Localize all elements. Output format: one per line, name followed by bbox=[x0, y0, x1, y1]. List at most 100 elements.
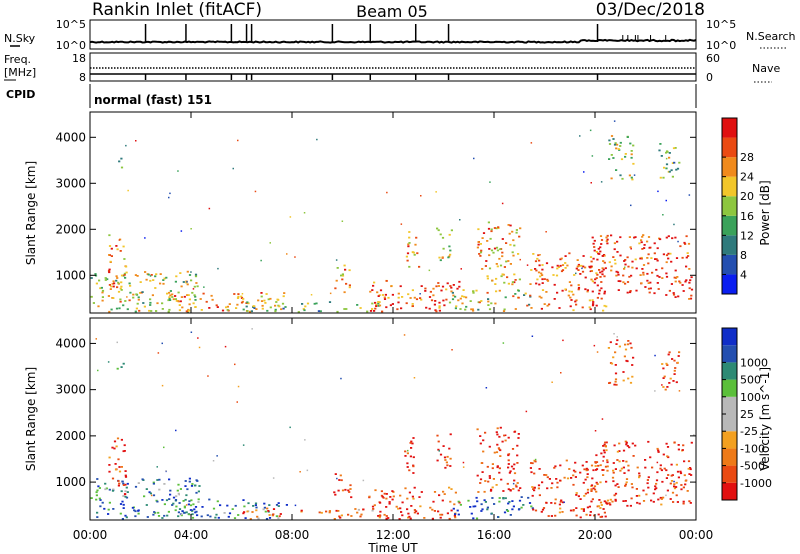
velocity-region-8 bbox=[436, 433, 452, 469]
freq-right-tick-low: 0 bbox=[706, 71, 713, 84]
velocity-ytick-2: 3000 bbox=[55, 383, 86, 397]
power-region-2 bbox=[118, 157, 124, 169]
velocity-region-12 bbox=[590, 440, 693, 507]
power-echo-field bbox=[90, 120, 694, 313]
velocity-colorbar-swatch-8 bbox=[722, 345, 737, 363]
power-colorbar-label: Power [dB] bbox=[758, 180, 772, 245]
noise-right-tick-high: 10^5 bbox=[706, 18, 736, 31]
power-region-11 bbox=[529, 252, 608, 312]
power-panel-frame bbox=[89, 111, 697, 314]
velocity-colorbar-tick-4: 25 bbox=[740, 408, 754, 421]
power-region-1 bbox=[107, 234, 128, 291]
velocity-colorbar-tick-6: 500 bbox=[740, 374, 761, 387]
power-region-9 bbox=[448, 289, 532, 312]
power-ylabel: Slant Range [km] bbox=[24, 161, 38, 265]
power-ytick-0: 1000 bbox=[55, 268, 86, 282]
velocity-colorbar-tick-5: 100 bbox=[740, 391, 761, 404]
velocity-ytick-3: 4000 bbox=[55, 336, 86, 350]
power-colorbar-tick-0: 4 bbox=[740, 268, 747, 281]
cpid-mode-text: normal (fast) 151 bbox=[94, 93, 212, 107]
velocity-axis: 1000 2000 3000 4000 bbox=[55, 318, 697, 520]
velocity-echo-field bbox=[90, 328, 695, 520]
power-ytick-2: 3000 bbox=[55, 176, 86, 190]
noise-left-tick-low: 10^0 bbox=[56, 39, 86, 52]
noise-left-tick-high: 10^5 bbox=[56, 18, 86, 31]
velocity-colorbar-swatch-9 bbox=[722, 328, 737, 346]
freq-label-line2: [MHz] bbox=[4, 66, 36, 79]
velocity-colorbar-swatch-2 bbox=[722, 448, 737, 466]
power-colorbar-swatch-0 bbox=[722, 274, 737, 294]
freq-left-tick-high: 18 bbox=[72, 52, 86, 65]
power-region-12 bbox=[590, 234, 694, 300]
velocity-region-14 bbox=[607, 339, 635, 386]
power-colorbar-tick-6: 28 bbox=[740, 151, 754, 164]
velocity-region-11 bbox=[529, 459, 608, 519]
velocity-region-2 bbox=[116, 362, 125, 370]
power-ytick-3: 4000 bbox=[55, 130, 86, 144]
plot-title: Rankin Inlet (fitACF) bbox=[92, 0, 262, 20]
noise-sky-label: N.Sky bbox=[4, 32, 36, 45]
x-tick-0: 00:00 bbox=[73, 528, 108, 542]
velocity-region-0 bbox=[90, 477, 201, 520]
velocity-colorbar-swatch-1 bbox=[722, 465, 737, 483]
power-colorbar: 4 8 12 16 20 24 28 bbox=[721, 117, 754, 295]
power-region-5 bbox=[334, 264, 351, 294]
freq-series bbox=[90, 67, 696, 80]
velocity-region-9 bbox=[452, 496, 534, 520]
power-colorbar-tick-3: 16 bbox=[740, 210, 754, 223]
power-region-0 bbox=[90, 270, 199, 313]
velocity-region-10 bbox=[476, 426, 522, 493]
power-scatter bbox=[118, 120, 691, 298]
freq-panel-frame bbox=[89, 52, 697, 82]
velocity-ylabel: Slant Range [km] bbox=[24, 367, 38, 471]
power-colorbar-swatch-7 bbox=[722, 137, 737, 158]
velocity-scatter bbox=[95, 328, 695, 507]
velocity-colorbar-swatch-3 bbox=[722, 431, 737, 449]
x-tick-2: 08:00 bbox=[275, 528, 310, 542]
velocity-ytick-0: 1000 bbox=[55, 475, 86, 489]
power-colorbar-tick-1: 8 bbox=[740, 249, 747, 262]
power-colorbar-tick-5: 24 bbox=[740, 171, 754, 184]
velocity-colorbar-tick-7: 1000 bbox=[740, 356, 768, 369]
velocity-colorbar-swatch-5 bbox=[722, 396, 737, 414]
date-label: 03/Dec/2018 bbox=[596, 0, 705, 20]
power-region-7 bbox=[405, 231, 421, 268]
freq-left-tick-low: 8 bbox=[79, 71, 86, 84]
velocity-colorbar-swatch-0 bbox=[722, 482, 737, 500]
freq-right-tick-high: 60 bbox=[706, 52, 720, 65]
velocity-region-3 bbox=[165, 498, 288, 520]
power-colorbar-swatch-4 bbox=[722, 196, 737, 216]
power-colorbar-swatch-8 bbox=[722, 118, 737, 138]
velocity-region-1 bbox=[108, 437, 128, 496]
noise-series bbox=[89, 24, 697, 44]
velocity-colorbar-swatch-7 bbox=[722, 362, 737, 380]
noise-panel-frame bbox=[89, 19, 697, 50]
velocity-colorbar-tick-2: -100 bbox=[740, 442, 765, 455]
time-axis-labels: 00:00 04:00 08:00 12:00 16:00 20:00 00:00 bbox=[73, 528, 714, 542]
velocity-colorbar-swatch-6 bbox=[722, 379, 737, 397]
power-colorbar-swatch-3 bbox=[722, 215, 737, 236]
power-axis: 1000 2000 3000 4000 bbox=[55, 112, 697, 313]
velocity-region-5 bbox=[333, 473, 353, 499]
beam-label: Beam 05 bbox=[356, 2, 428, 21]
power-colorbar-swatch-5 bbox=[722, 176, 737, 197]
power-colorbar-tick-2: 12 bbox=[740, 229, 754, 242]
velocity-region-6 bbox=[368, 486, 461, 520]
velocity-colorbar-tick-1: -500 bbox=[740, 460, 765, 473]
power-region-13 bbox=[658, 143, 681, 179]
velocity-region-13 bbox=[661, 351, 681, 391]
noise-right-tick-low: 10^0 bbox=[706, 39, 736, 52]
velocity-region-7 bbox=[404, 437, 415, 474]
power-region-14 bbox=[608, 135, 635, 181]
freq-label-line1: Freq. bbox=[4, 53, 31, 66]
power-colorbar-swatch-1 bbox=[722, 254, 737, 275]
velocity-region-4 bbox=[242, 507, 382, 520]
velocity-colorbar-tick-0: -1000 bbox=[740, 477, 772, 490]
velocity-ytick-1: 2000 bbox=[55, 429, 86, 443]
x-tick-3: 12:00 bbox=[376, 528, 411, 542]
power-colorbar-swatch-6 bbox=[722, 157, 737, 177]
power-region-4 bbox=[242, 301, 381, 313]
power-region-10 bbox=[476, 221, 522, 286]
velocity-colorbar: -1000 -500 -100 -25 25 100 500 1000 bbox=[721, 327, 772, 501]
